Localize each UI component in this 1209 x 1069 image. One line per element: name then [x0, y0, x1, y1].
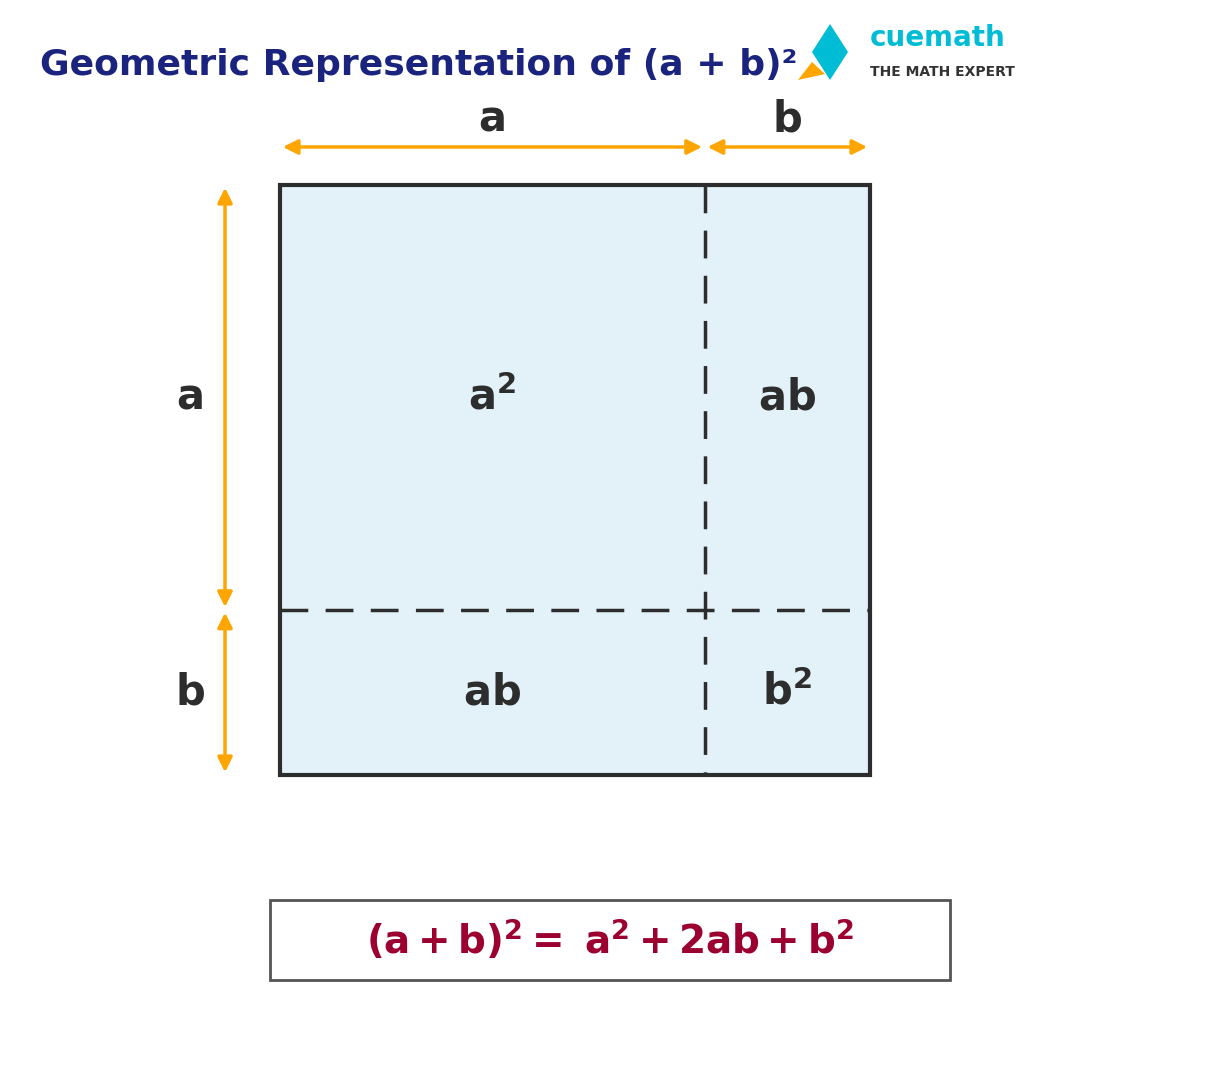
- Text: $\mathbf{(a + b)^2 = \ a^2 + 2ab + b^2}$: $\mathbf{(a + b)^2 = \ a^2 + 2ab + b^2}$: [366, 917, 854, 962]
- Text: THE MATH EXPERT: THE MATH EXPERT: [870, 65, 1014, 79]
- Text: Geometric Representation of (a + b)²: Geometric Representation of (a + b)²: [40, 48, 798, 82]
- Text: b: b: [175, 671, 206, 713]
- Text: a: a: [479, 99, 507, 141]
- Bar: [270, 900, 950, 980]
- Text: cuemath: cuemath: [870, 24, 1006, 52]
- Bar: [280, 185, 870, 775]
- Text: b: b: [773, 99, 803, 141]
- Text: $\mathbf{ab}$: $\mathbf{ab}$: [758, 376, 816, 418]
- Polygon shape: [798, 62, 825, 80]
- Text: $\mathbf{b^2}$: $\mathbf{b^2}$: [763, 671, 812, 714]
- Text: a: a: [177, 376, 204, 418]
- Polygon shape: [812, 24, 848, 80]
- Text: $\mathbf{a^2}$: $\mathbf{a^2}$: [468, 376, 516, 419]
- Text: $\mathbf{ab}$: $\mathbf{ab}$: [463, 671, 521, 713]
